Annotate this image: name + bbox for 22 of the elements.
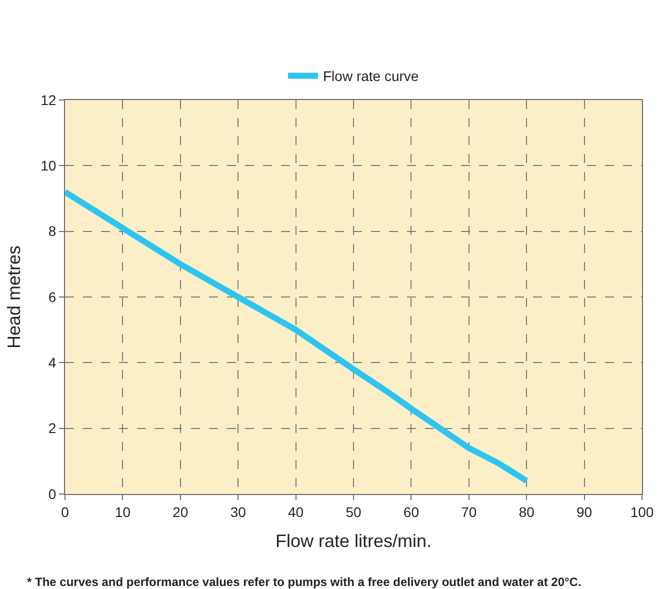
x-tick-label: 100 [630, 504, 654, 520]
x-tick-label: 0 [61, 504, 70, 520]
legend-label: Flow rate curve [323, 68, 419, 84]
y-tick-label: 4 [48, 354, 56, 371]
x-axis-title: Flow rate litres/min. [275, 530, 432, 551]
x-tick-label: 20 [172, 504, 188, 520]
x-tick-label: 60 [403, 504, 420, 520]
x-tick-label: 90 [576, 504, 592, 520]
x-tick-label: 40 [288, 504, 304, 520]
x-tick-label: 70 [461, 504, 477, 520]
y-axis-title: Head metres [4, 245, 24, 349]
y-tick-label: 10 [40, 158, 56, 174]
y-tick-label: 12 [40, 92, 56, 108]
x-tick-label: 80 [518, 504, 535, 520]
y-tick-label: 6 [48, 288, 56, 305]
x-tick-label: 50 [346, 504, 362, 520]
x-tick-label: 30 [230, 504, 246, 520]
y-tick-label: 8 [48, 223, 56, 240]
y-tick-label: 0 [48, 486, 56, 502]
y-tick-label: 2 [48, 420, 56, 436]
text: * The curves and performance values refer to pumps with a free delivery outlet and water at 20°C. [27, 575, 582, 589]
x-tick-label: 10 [114, 504, 131, 520]
